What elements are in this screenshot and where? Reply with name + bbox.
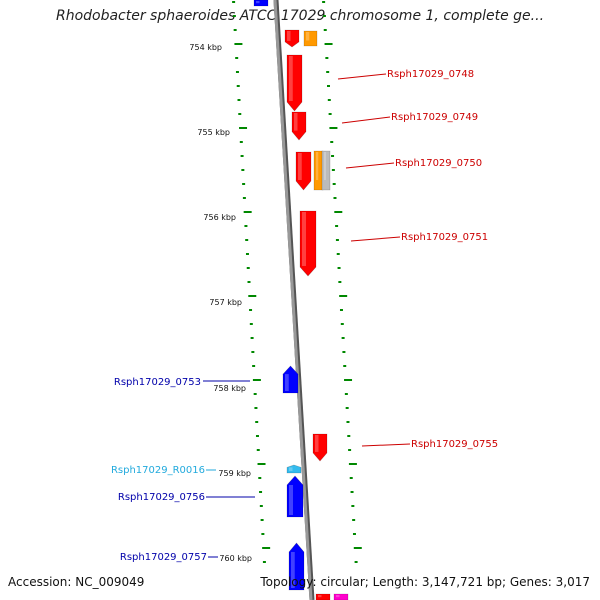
map-title: Rhodobacter sphaeroides ATCC 17029 chrom… [55,8,545,24]
callout-line [350,236,401,242]
gene-feature [286,475,304,518]
gene-label[interactable]: Rsph17029_0756 [118,492,205,503]
gene-features[interactable] [253,0,349,600]
gene-feature [288,542,305,591]
scale-label: 759 kbp [218,469,251,478]
gene-highlight [336,595,340,598]
scale-label: 757 kbp [209,298,242,307]
gene-label[interactable]: Rsph17029_0749 [391,112,478,123]
gene-label[interactable]: Rsph17029_0753 [114,377,201,388]
gene-highlight [289,485,293,515]
gene-highlight [289,56,293,101]
genome-summary: Topology: circular; Length: 3,147,721 bp… [260,575,590,589]
gene-label[interactable]: Rsph17029_0757 [120,552,207,563]
gene-feature [313,150,324,191]
scale-label: 755 kbp [197,128,230,137]
gene-feature [295,151,312,191]
gene-highlight [294,113,298,131]
scale-label: 754 kbp [189,43,222,52]
callout-line [337,73,387,80]
gene-label[interactable]: Rsph17029_0751 [401,232,488,243]
gene-highlight [291,552,295,588]
gene-feature [282,365,299,394]
callout-line [341,116,391,124]
gene-feature [286,464,302,474]
gene-feature [299,210,317,277]
gene-highlight [324,152,326,180]
gene-label[interactable]: Rsph17029_0755 [411,439,498,450]
gene-highlight [302,212,306,266]
gene-feature [291,111,307,141]
scale-label: 756 kbp [203,213,236,222]
gene-highlight [285,374,289,391]
scale-label: 760 kbp [219,554,252,563]
gene-highlight [306,32,310,41]
gene-feature [253,0,269,7]
gene-highlight [315,435,319,452]
inner-tick-marks [232,1,271,563]
gene-highlight [316,152,319,180]
gene-highlight [318,595,322,598]
backbone [273,0,313,600]
gene-feature [315,593,331,600]
callout-line [361,443,411,447]
scale-labels: 754 kbp 755 kbp 756 kbp 757 kbp 758 kbp 759 k… [189,43,252,563]
scale-label: 758 kbp [213,384,246,393]
outer-tick-marks [322,1,362,563]
gene-feature [286,54,303,112]
gene-label[interactable]: Rsph17029_R0016 [111,465,205,476]
gene-feature [284,29,300,48]
gene-label[interactable]: Rsph17029_0750 [395,158,482,169]
gene-feature [312,433,328,462]
gene-highlight [289,467,293,471]
callout-line [345,162,395,169]
gene-highlight [287,31,291,41]
gene-highlight [298,153,302,180]
gene-label-callouts: Rsph17029_0748 Rsph17029_0749 Rsph17029_07… [111,69,498,563]
gene-feature [333,593,349,600]
gene-feature [303,30,318,47]
gene-highlight [256,1,260,4]
gene-feature [321,150,331,191]
gene-label[interactable]: Rsph17029_0748 [387,69,474,80]
accession-label: Accession: NC_009049 [8,575,145,589]
